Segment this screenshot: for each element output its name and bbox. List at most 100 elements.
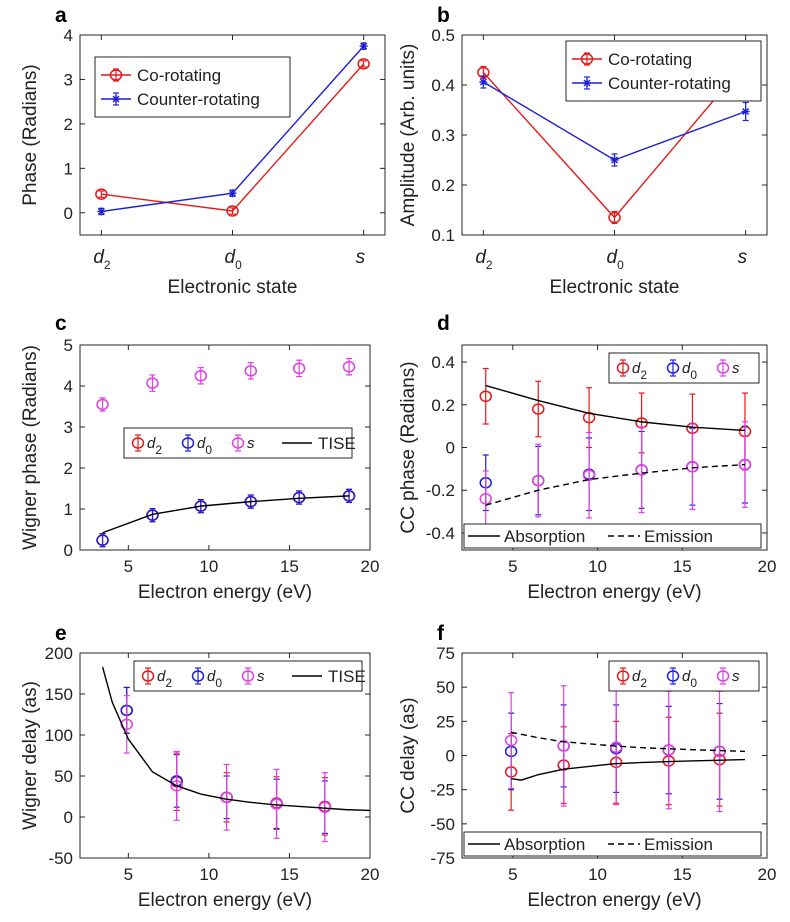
legend-marker	[616, 670, 630, 682]
legend-label-base: d	[197, 435, 206, 452]
data-point	[479, 493, 492, 505]
series-line	[511, 731, 745, 753]
x-tick-label: 5	[508, 865, 517, 884]
series-tise	[102, 495, 350, 534]
data-point	[220, 791, 233, 804]
y-tick-label: 0.5	[431, 26, 455, 45]
series-d0	[120, 686, 332, 835]
x-category-label-base: s	[356, 247, 366, 268]
y-tick-label: 100	[45, 726, 73, 745]
data-point	[170, 780, 183, 792]
legend-label-base: d	[682, 360, 691, 377]
data-point	[557, 740, 570, 752]
series-line	[102, 495, 350, 534]
x-tick-label: 20	[758, 557, 777, 576]
y-tick-label: 4	[64, 26, 73, 45]
x-category-label: d2	[475, 247, 493, 272]
y-axis-label: CC phase (Radians)	[398, 361, 419, 533]
y-tick-label: 0	[446, 439, 455, 458]
x-tick-label: 15	[280, 557, 299, 576]
panel-label: e	[55, 622, 67, 645]
legend-label: d2	[147, 435, 162, 457]
x-tick-label: 20	[361, 865, 380, 884]
legend: Co-rotating Counter-rotating	[565, 40, 762, 102]
legend-marker	[716, 362, 730, 374]
legend: d2 d0 s TISE	[123, 427, 356, 459]
series-s-emission	[504, 685, 726, 813]
x-tick-label: 10	[588, 557, 607, 576]
legend-marker	[241, 670, 255, 682]
x-tick-label: 20	[361, 557, 380, 576]
line-legend-label: Absorption	[504, 527, 585, 546]
data-point	[532, 474, 545, 487]
y-tick-label: -25	[430, 781, 455, 800]
legend-marker	[716, 670, 730, 682]
legend-label: s	[732, 360, 740, 377]
data-point-d2	[479, 78, 487, 86]
data-point	[608, 211, 621, 224]
x-axis-label: Electron energy (eV)	[527, 890, 701, 911]
data-point-d2	[97, 207, 105, 215]
data-point	[479, 390, 492, 402]
legend-label-sub: 2	[165, 676, 172, 690]
x-category-label-sub: 2	[486, 258, 493, 272]
series-tise	[101, 666, 371, 812]
y-tick-label: 75	[436, 644, 455, 663]
data-point-d2	[611, 156, 618, 164]
x-tick-label: 15	[280, 865, 299, 884]
legend-label-sub: 2	[640, 676, 647, 690]
x-axis-label: Electronic state	[550, 277, 680, 298]
legend-label-base: d	[207, 668, 216, 685]
series-d0	[96, 488, 356, 548]
legend-marker	[181, 437, 195, 449]
data-point	[95, 188, 108, 200]
data-point	[532, 403, 545, 415]
x-category-label-base: s	[738, 247, 748, 268]
series-emission	[511, 731, 745, 753]
legend-label: d0	[207, 668, 222, 690]
x-category-label: d0	[225, 247, 243, 272]
x-tick-label: 5	[124, 865, 133, 884]
line-legend: Absorption Emission	[463, 831, 762, 857]
legend: d2 d0 s	[608, 352, 760, 384]
legend-label-base: d	[632, 668, 641, 685]
data-point-d2	[742, 108, 750, 115]
legend-marker	[616, 362, 630, 374]
y-axis-label: CC delay (as)	[398, 697, 419, 813]
legend-label: d0	[197, 435, 212, 457]
x-tick-label: 15	[673, 557, 692, 576]
series-d2-absorption	[479, 367, 752, 471]
y-tick-label: 0	[446, 747, 455, 766]
legend-marker	[231, 437, 245, 449]
series-d0-emission	[479, 425, 752, 516]
legend-marker-d2	[583, 79, 591, 87]
x-axis-label: Electron energy (eV)	[138, 890, 312, 911]
series-d0-emission	[504, 702, 726, 800]
y-tick-label: 0.2	[431, 176, 455, 195]
y-tick-label: 4	[64, 377, 73, 396]
legend-label-base: s	[257, 668, 265, 685]
y-tick-label: -50	[48, 849, 73, 868]
legend-label-base: d	[682, 668, 691, 685]
legend-label-base: d	[157, 668, 166, 685]
x-tick-label: 20	[758, 865, 777, 884]
series-absorption	[511, 758, 745, 781]
data-point	[357, 58, 370, 70]
legend-label-sub: 0	[205, 443, 212, 457]
x-category-label-base: d	[475, 247, 487, 268]
plot-frame	[79, 344, 371, 551]
y-axis-label: Phase (Radians)	[20, 64, 41, 206]
legend-box	[94, 56, 291, 118]
legend-label: d0	[682, 668, 697, 690]
y-tick-label: 0.4	[431, 76, 455, 95]
line-legend-label: Absorption	[504, 835, 585, 854]
x-category-label-sub: 0	[617, 258, 624, 272]
y-tick-label: 200	[45, 644, 73, 663]
data-point	[662, 744, 675, 756]
